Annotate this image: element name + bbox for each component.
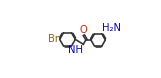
Text: Br: Br xyxy=(48,34,59,44)
Text: O: O xyxy=(79,25,87,35)
Text: H₂N: H₂N xyxy=(102,23,121,33)
Text: NH: NH xyxy=(68,45,83,55)
